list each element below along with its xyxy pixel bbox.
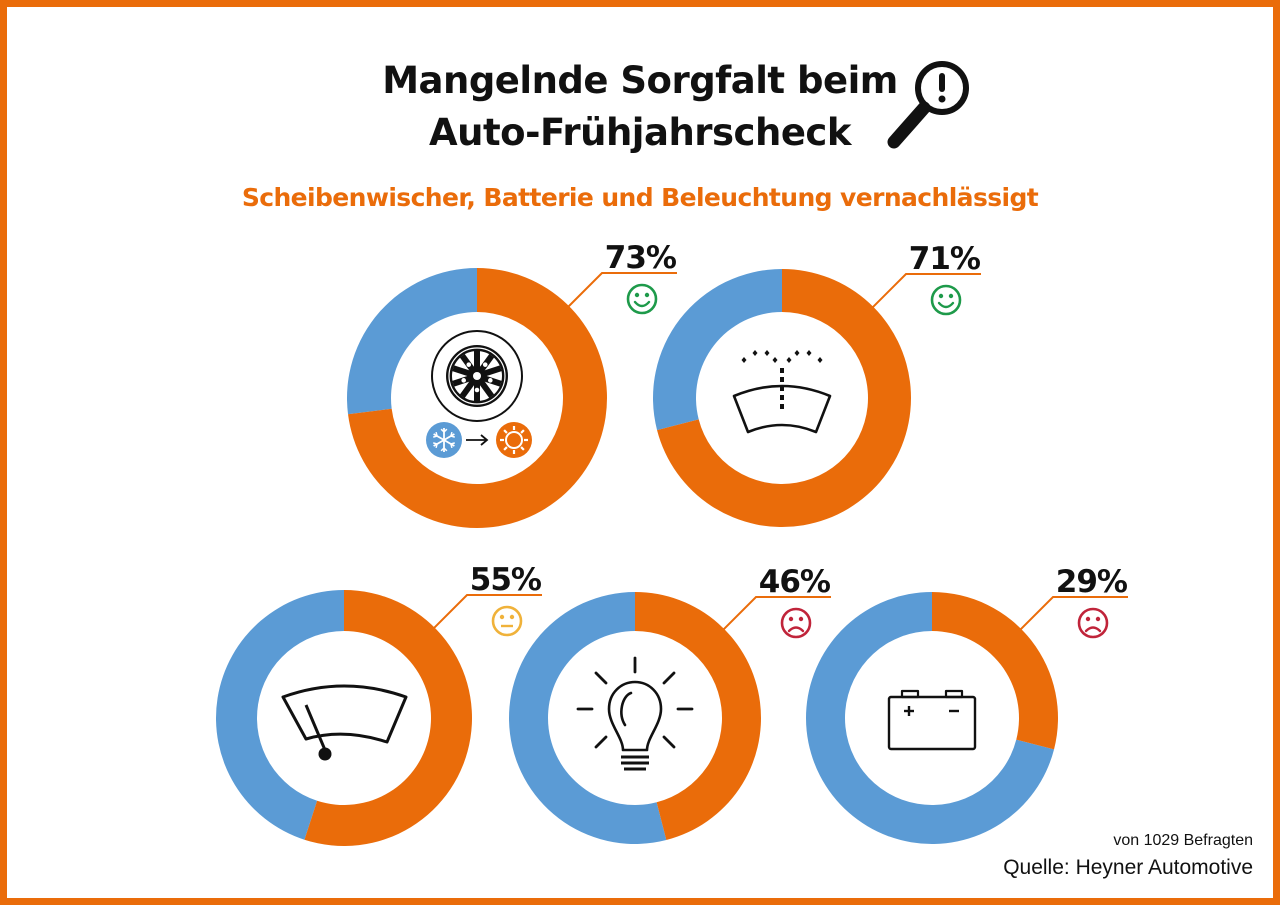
page-title: Mangelnde Sorgfalt beim Auto-Frühjahrsch…	[340, 55, 940, 159]
windshield-washer-icon	[732, 350, 832, 434]
donut-chart-1: 73%	[347, 240, 678, 528]
donut-segment-remaining	[347, 268, 477, 415]
leader-line	[432, 594, 542, 630]
windshield-wiper-icon	[281, 684, 408, 761]
donut-segment-value	[657, 269, 912, 527]
donut-chart-4: 46%	[509, 564, 832, 844]
source-note: Quelle: Heyner Automotive	[1003, 856, 1253, 879]
donut-chart-3: 55%	[215, 562, 543, 846]
happy-face-icon	[626, 283, 658, 315]
percent-label: 29%	[1056, 564, 1128, 600]
light-bulb-icon	[576, 656, 694, 771]
donut-segment-value	[348, 268, 607, 528]
neutral-face-icon	[491, 605, 523, 637]
donut-segment-remaining	[509, 592, 667, 844]
leader-line	[871, 273, 981, 309]
leader-line	[721, 596, 831, 632]
title-line-2: Auto-Frühjahrscheck	[429, 111, 851, 154]
donut-segment-value	[932, 592, 1058, 750]
percent-label: 73%	[605, 240, 677, 276]
donut-segment-remaining	[653, 269, 782, 431]
percent-label: 46%	[759, 564, 831, 600]
respondents-note: von 1029 Befragten	[1113, 832, 1253, 849]
subtitle: Scheibenwischer, Batterie und Beleuchtun…	[241, 183, 1039, 212]
title-line-1: Mangelnde Sorgfalt beim	[382, 59, 898, 102]
tire-season-change-icon	[426, 330, 532, 458]
percent-label: 55%	[470, 562, 542, 598]
battery-icon	[887, 689, 977, 751]
leader-line	[1018, 596, 1128, 632]
donut-chart-5: 29%	[806, 564, 1129, 845]
donut-segment-value	[635, 592, 762, 841]
donut-chart-2: 71%	[653, 241, 982, 527]
donut-segment-remaining	[806, 592, 1055, 845]
sad-face-icon	[780, 607, 812, 639]
sad-face-icon	[1077, 607, 1109, 639]
percent-label: 71%	[909, 241, 981, 277]
donut-segment-remaining	[215, 590, 344, 840]
happy-face-icon	[930, 284, 962, 316]
donut-segment-value	[304, 590, 472, 846]
leader-line	[566, 272, 677, 309]
